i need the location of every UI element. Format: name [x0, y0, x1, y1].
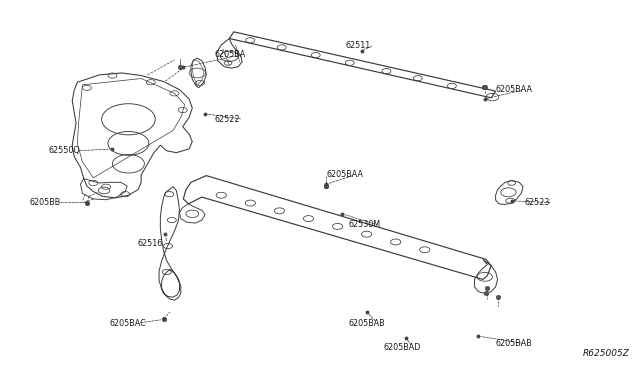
Text: 6205BB: 6205BB	[29, 198, 61, 207]
Text: 62550Q: 62550Q	[49, 146, 81, 155]
Text: 62516: 62516	[138, 239, 163, 248]
Text: 6205BAB: 6205BAB	[495, 339, 532, 348]
Text: R625005Z: R625005Z	[583, 349, 630, 358]
Text: 62522: 62522	[214, 115, 240, 124]
Text: 6205BA: 6205BA	[214, 50, 246, 59]
Text: 62511: 62511	[346, 41, 371, 50]
Text: 6205BAB: 6205BAB	[349, 319, 385, 328]
Text: 6205BAC: 6205BAC	[109, 319, 146, 328]
Text: 6205BAA: 6205BAA	[495, 85, 532, 94]
Text: 62523: 62523	[524, 198, 550, 207]
Text: 6205BAD: 6205BAD	[384, 343, 421, 352]
Text: 6205BAA: 6205BAA	[326, 170, 364, 179]
Text: 62530M: 62530M	[349, 221, 381, 230]
